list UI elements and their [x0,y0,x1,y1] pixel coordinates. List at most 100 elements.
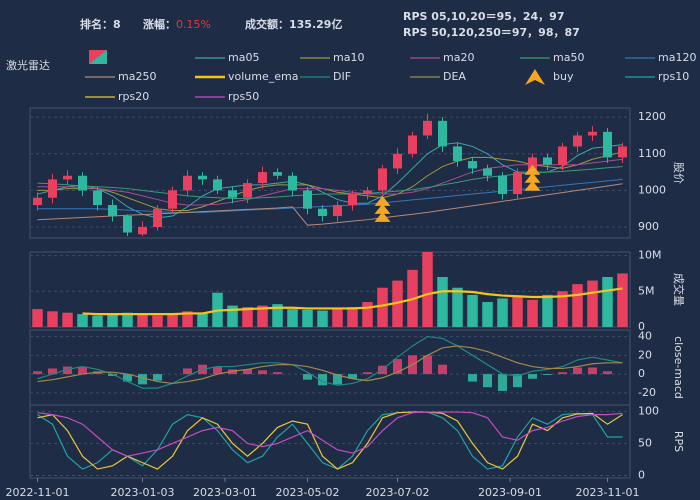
y-tick-label: 0 [638,320,645,333]
macd-bar [588,367,597,375]
candle-body [333,205,342,217]
volume-bar [47,311,58,327]
candle-body [378,168,387,191]
x-tick-label: 2023-01-03 [111,486,175,499]
candle-body [468,161,477,169]
macd-bar [183,368,192,375]
macd-bar [558,372,567,375]
candle-body [93,190,102,206]
candle-body [408,135,417,154]
legend-label: rps20 [118,90,149,103]
series-line [37,183,623,226]
volume-bar [92,315,103,327]
candle-body [453,146,462,162]
volume-bar [602,277,613,327]
series-line [37,151,623,212]
candle-body [48,179,57,198]
y-tick-label: -20 [638,386,656,399]
candle-body [513,172,522,195]
candle-body [33,197,42,206]
volume-bar [197,312,208,327]
volume-bar [107,314,118,327]
candle-body [108,205,117,217]
panel-frame [29,107,631,239]
candle-body [483,168,492,176]
volume-bar [77,314,88,327]
volume-bar [167,313,178,327]
legend-label: ma10 [333,51,364,64]
y-axis-label: 成交量 [672,273,686,306]
macd-bar [273,372,282,375]
macd-bar [483,374,492,388]
candle-body [138,227,147,235]
plot-area [30,410,630,476]
candle-body [498,175,507,195]
volume-bar [587,280,598,327]
candle-body [318,208,327,217]
macd-bar [303,374,312,380]
macd-bar [363,372,372,375]
volume-bar [452,287,463,327]
macd-bar [543,374,552,375]
candle-body [288,175,297,191]
x-tick-label: 2023-03-01 [193,486,257,499]
legend-label: ma120 [658,51,696,64]
macd-bar [213,366,222,375]
plot-area [30,113,630,237]
volume-bar [512,297,523,327]
panel-frame [29,404,631,479]
series-line [37,166,623,199]
macd-bar [243,369,252,375]
candle-body [123,216,132,233]
x-tick-label: 2023-07-02 [366,486,430,499]
volume-bar [347,307,358,327]
volume-bar [467,294,478,327]
x-tick-label: 2023-11-01 [576,486,640,499]
volume-bar [497,298,508,327]
legend-label: volume_ema [228,70,298,83]
macd-bar [498,374,507,391]
volume-bar [482,302,493,327]
volume-bar [302,309,313,327]
candle-body [618,146,627,158]
candle-body [183,175,192,191]
volume-bar [287,309,298,327]
y-axis-label: RPS [672,431,685,452]
candle-body [168,190,177,209]
volume-bar [572,284,583,327]
legend-candle-icon [89,50,107,64]
y-axis-label: 股价 [672,162,685,184]
volume-bar [62,312,73,327]
candle-body [273,172,282,176]
series-line [82,287,623,316]
volume-bar [272,304,283,327]
candle-body [213,179,222,191]
candle-body [393,153,402,169]
macd-bar [138,374,147,385]
legend-label: buy [553,70,574,83]
macd-bar [528,374,537,379]
legend-label: rps50 [228,90,259,103]
legend-swatch [525,69,545,85]
volume-bar [422,252,433,327]
legend-label: DEA [443,70,466,83]
candle-body [63,175,72,180]
legend-label: DIF [333,70,351,83]
x-tick-label: 2023-05-02 [276,486,340,499]
macd-bar [153,374,162,381]
y-tick-label: 5M [638,284,655,297]
y-tick-label: 1100 [638,147,666,160]
stat-turnover: 成交额：135.29亿 [245,17,342,31]
macd-bar [468,374,477,382]
x-tick-label: 2023-09-01 [478,486,542,499]
macd-bar [333,374,342,385]
series-line [37,411,623,457]
volume-bar [122,312,133,327]
volume-bar [542,294,553,327]
buy-marker [524,164,541,191]
macd-bar [318,374,327,386]
stat-change: 涨幅：0.15% [143,17,211,31]
stat-label: 涨幅： [143,17,176,31]
